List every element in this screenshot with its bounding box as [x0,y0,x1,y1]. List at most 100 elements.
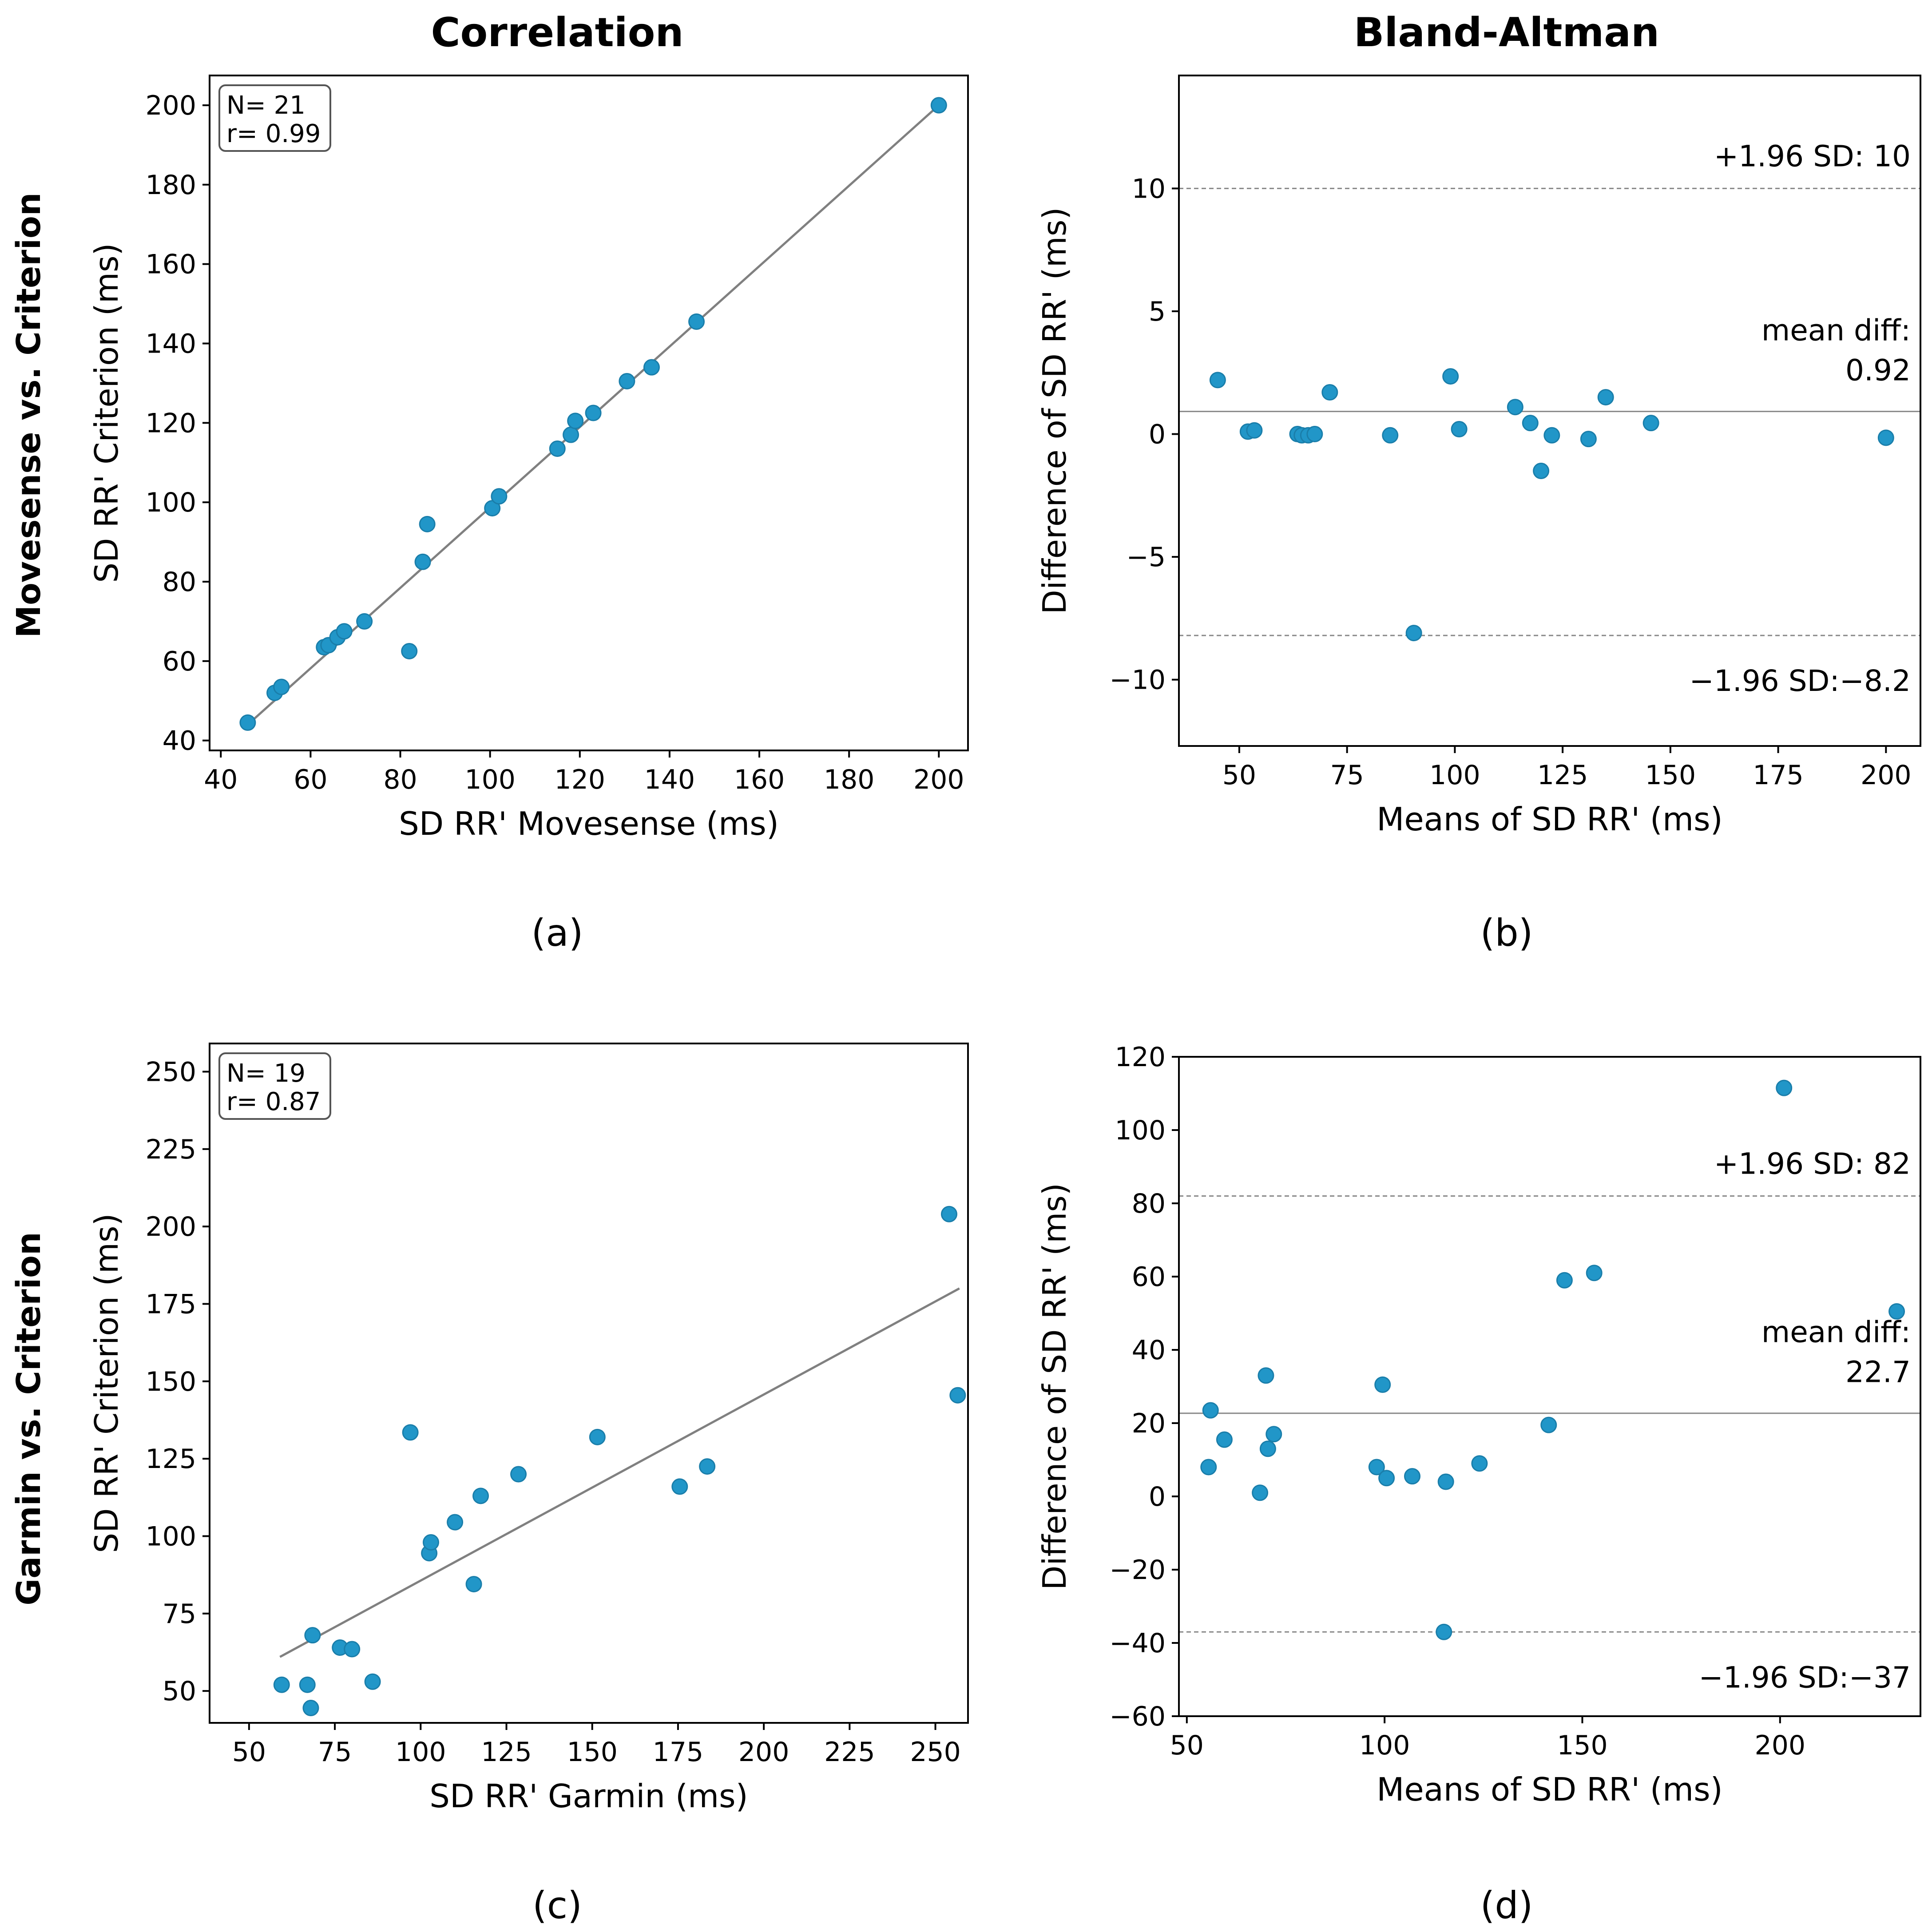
chart-a-xtick-label: 60 [294,764,327,795]
chart-c-ylabel: SD RR' Criterion (ms) [88,1213,125,1553]
chart-b-upper-loa-label: +1.96 SD: 10 [1714,139,1911,173]
chart-c-stat-n: N= 19 [226,1059,305,1088]
chart-d-ytick-label: 60 [1132,1262,1166,1293]
chart-c-xtick-label: 150 [567,1737,618,1768]
chart-a-stat-r: r= 0.99 [226,119,321,148]
chart-a-xtick-label: 200 [913,764,964,795]
chart-c-xtick-label: 225 [824,1737,875,1768]
chart-a-panel-label: (a) [531,911,583,955]
chart-a-data-point [567,413,584,429]
chart-c-ytick-label: 50 [163,1676,196,1707]
chart-b: 50 75 100 125 150 175 200 −10 −5 0 5 10 Means of S… [1036,75,1921,955]
chart-c-xtick-label: 125 [481,1737,532,1768]
chart-c-data-point [949,1387,966,1404]
chart-d-panel-label: (d) [1480,1884,1533,1927]
chart-c-data-point [304,1627,321,1644]
chart-b-frame [1178,75,1921,747]
chart-d-ytick-label: 120 [1115,1042,1166,1073]
chart-c-xlabel: SD RR' Garmin (ms) [429,1777,748,1815]
chart-a-xtick-label: 140 [644,764,695,795]
chart-d-frame [1178,1056,1921,1717]
chart-a-data-point [356,613,373,630]
row-title-movesense: Movesense vs. Criterion [10,192,48,638]
chart-c-data-point [589,1428,606,1445]
chart-a-xticks: 40 60 80 100 120 140 160 180 200 [204,750,964,795]
chart-a-xtick-label: 100 [464,764,516,795]
chart-a-data-point [688,313,705,330]
chart-a-stat-n: N= 21 [226,91,305,120]
chart-b-xticks: 50 75 100 125 150 175 200 [1222,746,1912,791]
chart-a-ytick-label: 180 [145,170,196,201]
chart-c-regression-line [279,1287,960,1658]
chart-a: 40 60 80 100 120 140 160 180 200 40 60 80 100 120 140… [88,75,969,955]
chart-c-ytick-label: 100 [145,1521,196,1552]
chart-c-data-point [422,1534,439,1551]
chart-b-xlabel: Means of SD RR' (ms) [1377,801,1722,838]
chart-d-ytick-label: 80 [1132,1188,1166,1219]
chart-d-ytick-label: 0 [1149,1481,1166,1512]
chart-d-data-point [1202,1402,1219,1419]
chart-d-data-point [1540,1416,1557,1433]
chart-b-data-point [1597,389,1614,406]
col-title-bland-altman: Bland-Altman [1354,9,1659,56]
chart-c-ytick-label: 200 [145,1211,196,1242]
chart-d-data-point [1258,1367,1274,1384]
chart-a-ytick-label: 80 [163,567,196,598]
chart-d-data-point [1216,1431,1233,1448]
chart-b-ytick-label: 0 [1149,419,1166,450]
chart-b-xtick-label: 75 [1330,760,1364,791]
chart-d-points [1200,1079,1905,1640]
chart-c: 50 75 100 125 150 175 200 225 250 50 75 100 125 150 1… [88,1043,969,1927]
chart-b-data-point [1209,372,1226,389]
chart-b-lower-loa-label: −1.96 SD:−8.2 [1690,664,1911,698]
chart-d-ytick-label: 20 [1132,1408,1166,1439]
chart-d-data-point [1556,1272,1573,1289]
chart-d-data-point [1437,1473,1454,1490]
chart-b-xtick-label: 150 [1645,760,1696,791]
chart-a-data-point [643,359,660,376]
chart-a-xtick-label: 80 [383,764,417,795]
chart-c-frame [209,1043,969,1724]
chart-c-xtick-label: 200 [738,1737,789,1768]
chart-c-stat-r: r= 0.87 [226,1087,321,1116]
chart-c-data-point [472,1488,489,1504]
chart-a-data-point [563,426,579,443]
chart-d-data-point [1471,1455,1488,1472]
chart-d-ytick-label: −60 [1109,1701,1166,1732]
chart-c-stats-box: N= 19 r= 0.87 [218,1052,331,1120]
chart-d-xlabel: Means of SD RR' (ms) [1377,1771,1722,1808]
chart-a-ylabel: SD RR' Criterion (ms) [88,243,125,583]
chart-c-data-point [273,1676,290,1693]
chart-a-data-point [414,553,431,570]
chart-b-data-point [1522,415,1539,432]
chart-d-data-point [1266,1426,1282,1443]
chart-a-ytick-label: 60 [163,646,196,677]
chart-b-data-point [1451,421,1468,437]
chart-a-ytick-label: 120 [145,408,196,439]
chart-a-xtick-label: 40 [204,764,238,795]
chart-c-xtick-label: 175 [653,1737,704,1768]
chart-c-points [273,1206,966,1717]
chart-c-data-point [465,1576,482,1593]
chart-d-data-point [1259,1440,1276,1457]
chart-a-data-point [491,488,508,505]
chart-d-hlines [1179,1195,1920,1633]
chart-a-yticks: 40 60 80 100 120 140 160 180 200 [145,90,210,757]
chart-b-xtick-label: 200 [1861,760,1912,791]
chart-c-xtick-label: 50 [232,1737,266,1768]
chart-d-data-point [1436,1623,1452,1640]
chart-c-ytick-label: 150 [145,1366,196,1397]
chart-b-data-point [1580,431,1597,448]
chart-b-xtick-label: 50 [1222,760,1256,791]
chart-d-ylabel: Difference of SD RR' (ms) [1036,1183,1073,1590]
chart-b-data-point [1507,399,1523,416]
chart-b-data-point [1642,415,1659,432]
chart-b-ytick-label: −10 [1109,665,1166,696]
chart-c-data-point [402,1424,419,1441]
chart-d-xticks: 50 100 150 200 [1170,1716,1805,1761]
chart-b-xtick-label: 125 [1537,760,1588,791]
chart-b-ylabel: Difference of SD RR' (ms) [1036,207,1073,615]
chart-c-data-point [940,1206,957,1222]
chart-d-data-point [1888,1303,1905,1320]
chart-d-xtick-label: 100 [1359,1730,1410,1761]
